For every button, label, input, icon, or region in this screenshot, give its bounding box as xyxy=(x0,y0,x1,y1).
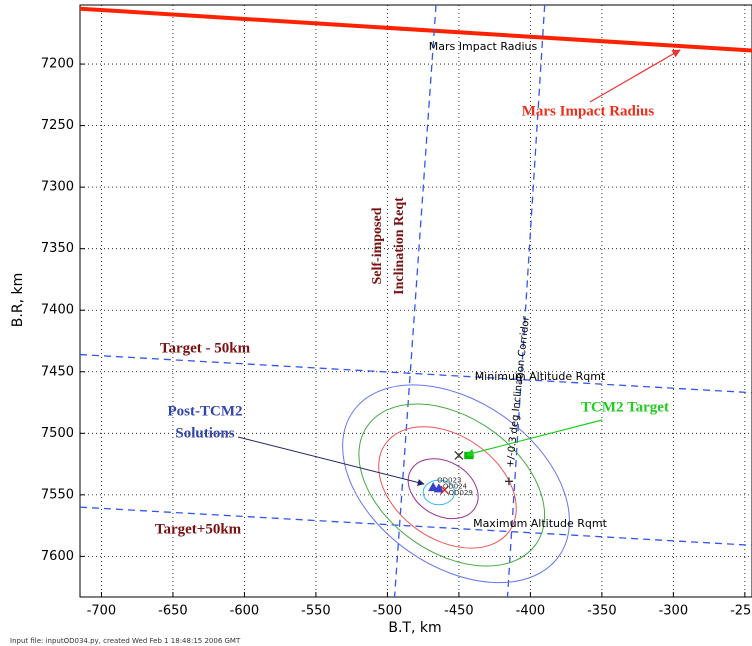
y-axis-label: B.R, km xyxy=(10,273,26,327)
annotation: Minimum Altitude Rqmt xyxy=(475,370,606,383)
error-ellipse xyxy=(422,479,456,506)
annotation: Mars Impact Radius xyxy=(522,103,655,119)
y-tick-label: 7250 xyxy=(41,118,74,133)
arrow xyxy=(589,49,681,103)
annotation: Target+50km xyxy=(155,521,242,537)
annotation: Maximum Altitude Rqmt xyxy=(473,517,608,530)
x-tick-label: -450 xyxy=(444,604,474,619)
error-ellipse xyxy=(358,403,546,567)
line xyxy=(80,506,752,546)
x-tick-label: -500 xyxy=(373,604,403,619)
y-tick-label: 7200 xyxy=(41,57,74,72)
point-marker xyxy=(433,483,444,493)
annotation: TCM2 Target xyxy=(581,399,669,415)
x-tick-label: -550 xyxy=(301,604,331,619)
annotation: Solutions xyxy=(175,425,234,441)
point-marker xyxy=(428,482,439,492)
annotation: Self-imposed xyxy=(370,207,385,284)
line xyxy=(80,6,752,53)
x-tick-label: -700 xyxy=(87,604,117,619)
arrows xyxy=(237,49,681,486)
y-tick-label: 7450 xyxy=(41,364,74,379)
y-tick-label: 7300 xyxy=(41,180,74,195)
y-tick-label: 7550 xyxy=(41,487,74,502)
x-axis-label: B.T, km xyxy=(388,620,441,636)
annotation: Post-TCM2 xyxy=(168,403,243,419)
x-tick-label: -350 xyxy=(587,604,617,619)
annotation: Inclination Reqt xyxy=(392,197,407,295)
point-label: OD029 xyxy=(449,489,473,497)
annotation: Target - 50km xyxy=(160,340,251,356)
error-ellipse xyxy=(407,458,479,520)
line xyxy=(506,5,546,597)
plot-frame xyxy=(79,4,752,598)
y-tick-label: 7350 xyxy=(41,241,74,256)
line xyxy=(80,353,752,394)
y-tick-label: 7600 xyxy=(41,549,74,564)
point-marker xyxy=(454,451,464,460)
line xyxy=(393,5,437,597)
x-tick-label: -650 xyxy=(158,604,188,619)
error-ellipse xyxy=(342,384,570,584)
x-tick-label: -250 xyxy=(730,604,752,619)
x-tick-label: -400 xyxy=(516,604,546,619)
point-label: OD023 xyxy=(437,476,461,484)
point-marker xyxy=(504,477,513,486)
footer: Input file: inputOD034.py, created Wed F… xyxy=(10,637,241,645)
x-tick-label: -600 xyxy=(230,604,260,619)
y-tick-label: 7400 xyxy=(41,303,74,318)
point-marker xyxy=(440,485,450,495)
x-tick-label: -300 xyxy=(659,604,689,619)
arrow xyxy=(237,436,425,486)
error-ellipse xyxy=(378,426,517,549)
annotation: Mars Impact Radius xyxy=(429,40,538,53)
arrow xyxy=(465,419,603,458)
y-tick-label: 7500 xyxy=(41,426,74,441)
point-label: OD024 xyxy=(443,483,468,491)
